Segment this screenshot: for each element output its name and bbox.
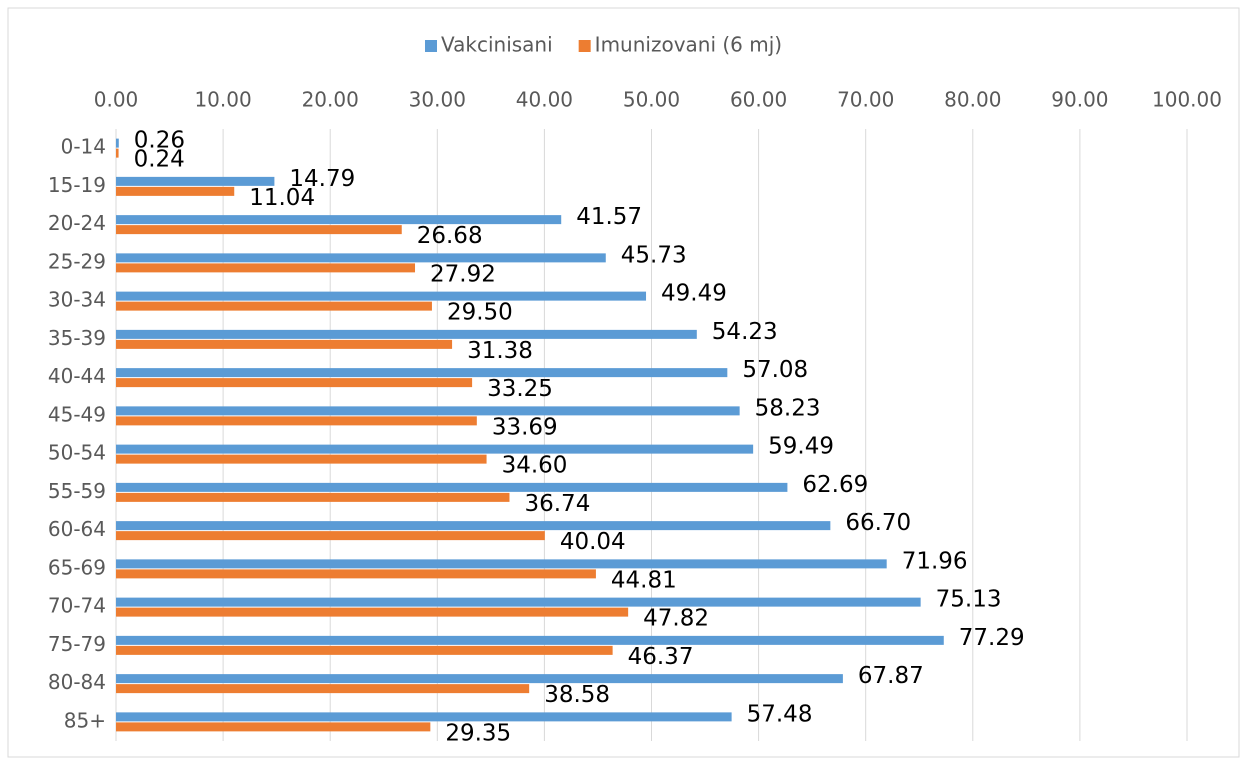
y-tick-label: 70-74 [48, 594, 106, 618]
data-label: 54.23 [712, 319, 778, 345]
y-tick-label: 75-79 [48, 632, 106, 656]
bar [116, 645, 613, 655]
y-tick-label: 65-69 [48, 555, 106, 579]
bar [116, 607, 629, 617]
bar [116, 378, 473, 388]
data-label: 38.58 [544, 682, 610, 708]
y-tick-label: 0-14 [61, 135, 106, 159]
legend-label: Imunizovani (6 mj) [595, 33, 782, 57]
y-tick-label: 15-19 [48, 173, 106, 197]
data-label: 71.96 [902, 548, 968, 574]
y-tick-label: 55-59 [48, 479, 106, 503]
y-tick-label: 60-64 [48, 517, 106, 541]
bar [116, 482, 788, 492]
bar [116, 559, 887, 569]
x-tick-label: 100.00 [1152, 88, 1222, 112]
data-label: 26.68 [417, 223, 483, 249]
data-label: 75.13 [936, 587, 1002, 613]
x-tick-label: 10.00 [194, 88, 251, 112]
bar [116, 329, 697, 339]
bar [116, 368, 728, 378]
y-tick-label: 30-34 [48, 288, 106, 312]
data-label: 11.04 [249, 185, 315, 211]
x-tick-label: 20.00 [302, 88, 359, 112]
x-tick-label: 80.00 [944, 88, 1001, 112]
data-label: 46.37 [628, 644, 694, 670]
x-tick-label: 90.00 [1051, 88, 1108, 112]
data-label: 66.70 [845, 510, 911, 536]
data-label: 27.92 [430, 261, 496, 287]
data-label: 41.57 [576, 204, 642, 230]
data-label: 77.29 [959, 625, 1025, 651]
bar [116, 416, 477, 426]
x-tick-label: 0.00 [94, 88, 139, 112]
data-label: 33.25 [487, 376, 553, 402]
data-label: 36.74 [524, 491, 590, 517]
bar [116, 339, 453, 349]
legend-swatch [425, 40, 437, 52]
legend-label: Vakcinisani [441, 33, 553, 57]
y-tick-label: 25-29 [48, 249, 106, 273]
x-tick-label: 30.00 [409, 88, 466, 112]
data-label: 0.24 [134, 147, 185, 173]
bar [116, 597, 921, 607]
bar [116, 712, 732, 722]
bar [116, 176, 275, 186]
bar [116, 492, 510, 502]
bar [116, 253, 606, 263]
data-label: 47.82 [643, 606, 709, 632]
bar [116, 521, 831, 531]
bar [116, 454, 487, 464]
data-label: 33.69 [492, 414, 558, 440]
bar [116, 406, 740, 416]
y-tick-label: 80-84 [48, 670, 106, 694]
data-label: 34.60 [502, 453, 568, 479]
data-label: 49.49 [661, 281, 727, 307]
bar [116, 138, 119, 148]
bar [116, 263, 416, 273]
data-label: 57.48 [747, 701, 813, 727]
bar [116, 291, 647, 301]
y-tick-label: 85+ [64, 708, 106, 732]
x-tick-label: 40.00 [516, 88, 573, 112]
x-tick-label: 70.00 [837, 88, 894, 112]
y-tick-label: 35-39 [48, 326, 106, 350]
bar [116, 301, 432, 311]
bar [116, 531, 545, 541]
x-tick-label: 60.00 [730, 88, 787, 112]
data-label: 59.49 [768, 434, 834, 460]
data-label: 40.04 [560, 529, 626, 555]
bar [116, 444, 754, 454]
data-label: 31.38 [467, 338, 533, 364]
data-label: 14.79 [289, 166, 355, 192]
bar [116, 225, 402, 235]
y-tick-label: 20-24 [48, 211, 106, 235]
y-tick-label: 45-49 [48, 402, 106, 426]
bar [116, 148, 119, 158]
data-label: 29.50 [447, 300, 513, 326]
bar [116, 635, 944, 645]
legend-swatch [578, 40, 591, 52]
bar [116, 674, 843, 684]
data-label: 0.26 [134, 128, 185, 154]
data-label: 62.69 [802, 472, 868, 498]
data-label: 44.81 [611, 567, 677, 593]
data-label: 45.73 [621, 242, 687, 268]
x-tick-label: 50.00 [623, 88, 680, 112]
data-label: 57.08 [742, 357, 808, 383]
data-label: 58.23 [755, 395, 821, 421]
bar [116, 569, 596, 579]
bar [116, 215, 562, 225]
data-label: 67.87 [858, 663, 924, 689]
bar [116, 722, 431, 732]
y-tick-label: 40-44 [48, 364, 106, 388]
y-tick-label: 50-54 [48, 441, 106, 465]
bar [116, 186, 235, 196]
data-label: 29.35 [445, 720, 511, 746]
bar [116, 684, 530, 694]
